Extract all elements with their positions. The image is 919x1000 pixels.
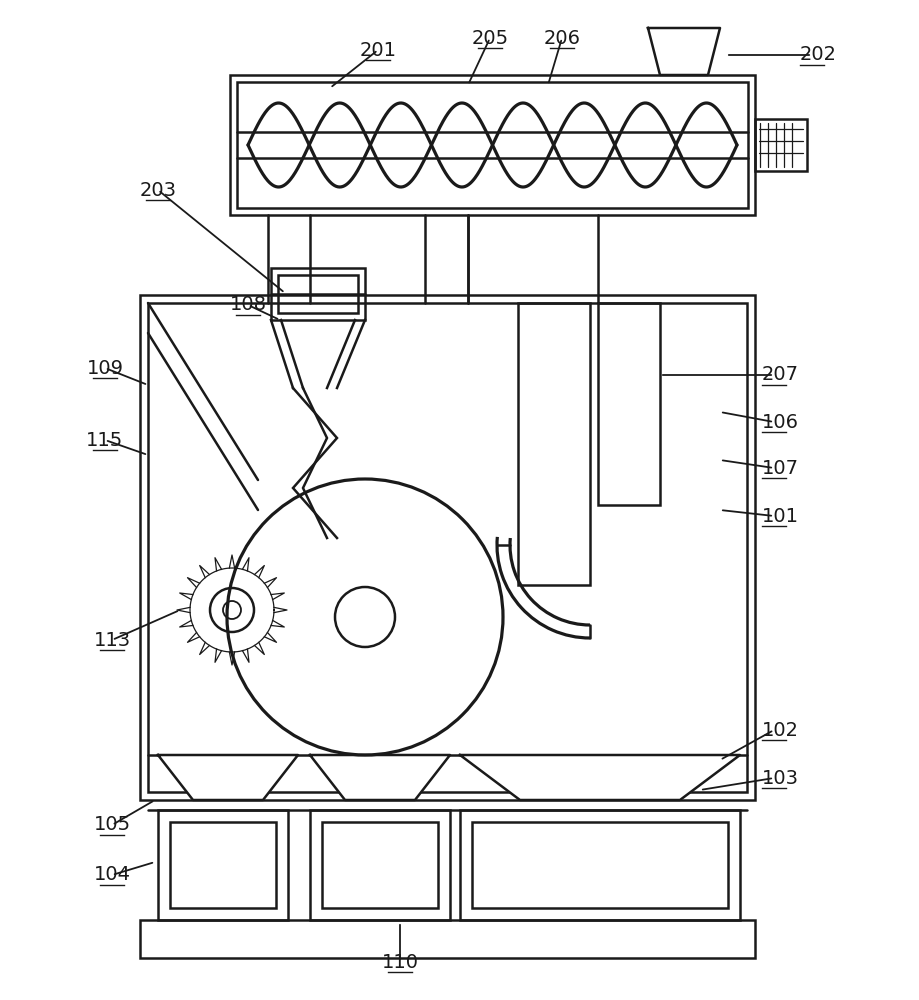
Bar xyxy=(517,303,589,585)
Bar xyxy=(140,295,754,800)
Polygon shape xyxy=(647,28,720,75)
Text: 201: 201 xyxy=(359,40,396,60)
Text: 109: 109 xyxy=(86,359,123,377)
Bar xyxy=(170,822,276,908)
Text: 105: 105 xyxy=(94,816,130,834)
Bar xyxy=(230,75,754,215)
Text: 101: 101 xyxy=(761,506,798,526)
Bar xyxy=(460,810,739,920)
Bar xyxy=(148,303,746,792)
Text: 104: 104 xyxy=(94,865,130,884)
Polygon shape xyxy=(310,755,449,800)
Text: 110: 110 xyxy=(381,952,418,972)
Text: 115: 115 xyxy=(86,430,123,450)
Bar xyxy=(322,822,437,908)
Bar xyxy=(310,810,449,920)
Polygon shape xyxy=(460,755,739,800)
Bar xyxy=(158,810,288,920)
Bar xyxy=(471,822,727,908)
Bar xyxy=(237,82,747,208)
Bar xyxy=(754,119,806,171)
Bar xyxy=(140,920,754,958)
Bar xyxy=(597,303,659,505)
Polygon shape xyxy=(158,755,298,800)
Text: 102: 102 xyxy=(761,720,798,740)
Text: 206: 206 xyxy=(543,28,580,47)
Bar xyxy=(271,268,365,320)
Text: 202: 202 xyxy=(800,45,836,64)
Bar xyxy=(278,275,357,313)
Text: 108: 108 xyxy=(229,296,267,314)
Text: 113: 113 xyxy=(94,631,130,650)
Text: 106: 106 xyxy=(761,412,798,432)
Text: 107: 107 xyxy=(761,458,798,478)
Text: 103: 103 xyxy=(761,768,798,788)
Text: 203: 203 xyxy=(140,180,176,200)
Text: 207: 207 xyxy=(761,365,798,384)
Text: 205: 205 xyxy=(471,28,508,47)
